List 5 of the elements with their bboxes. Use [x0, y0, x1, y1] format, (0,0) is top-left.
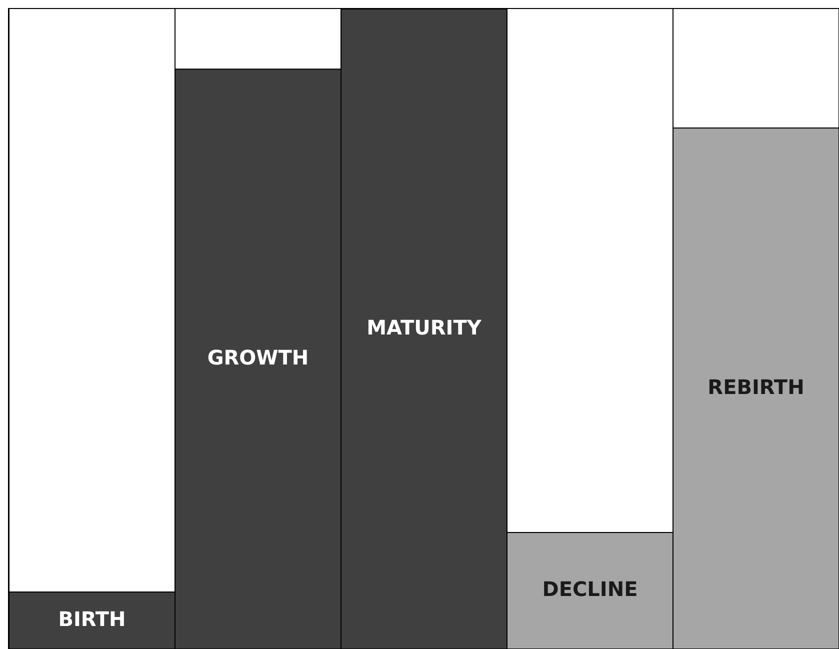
x-tick-label: BIRTH [58, 606, 126, 631]
x-tick-label: DECLINE [542, 577, 638, 602]
x-tick-label: MATURITY [366, 315, 482, 340]
x-tick-label: REBIRTH [708, 374, 804, 399]
x-tick-label: GROWTH [207, 346, 309, 370]
